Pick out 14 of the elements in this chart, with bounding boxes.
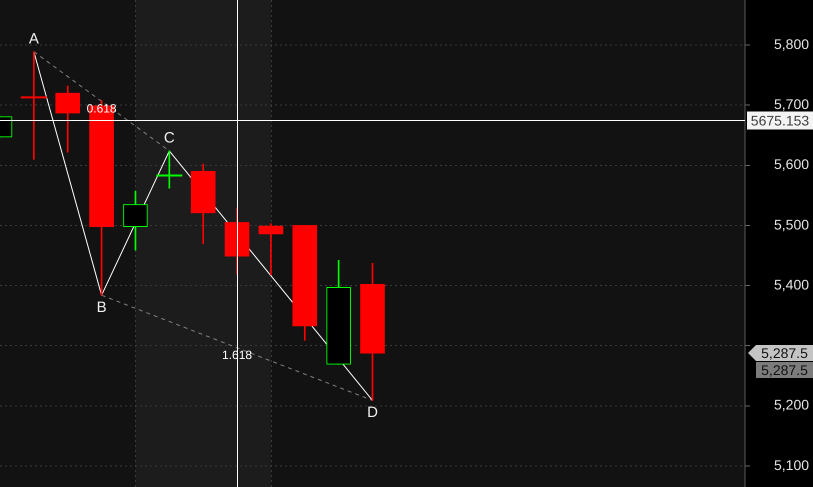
y-tick-label: 5,700 — [774, 96, 810, 112]
y-tick-label: 5,500 — [774, 216, 810, 232]
ref-line-label: 5675.153 — [750, 112, 810, 128]
y-tick-label: 5,600 — [774, 156, 810, 172]
y-tick-label: 5,100 — [774, 456, 810, 473]
text: 5,287.5 — [761, 362, 808, 378]
y-tick-label: 5,400 — [774, 276, 810, 292]
data-label: A — [28, 30, 39, 48]
y-tick-label: 5,800 — [774, 36, 810, 52]
data-label: C — [164, 130, 175, 147]
data-label: D — [367, 404, 378, 422]
y-tick-label: 5,200 — [774, 396, 810, 413]
data-label: B — [96, 298, 107, 316]
text: 5,287.5 — [761, 344, 808, 361]
